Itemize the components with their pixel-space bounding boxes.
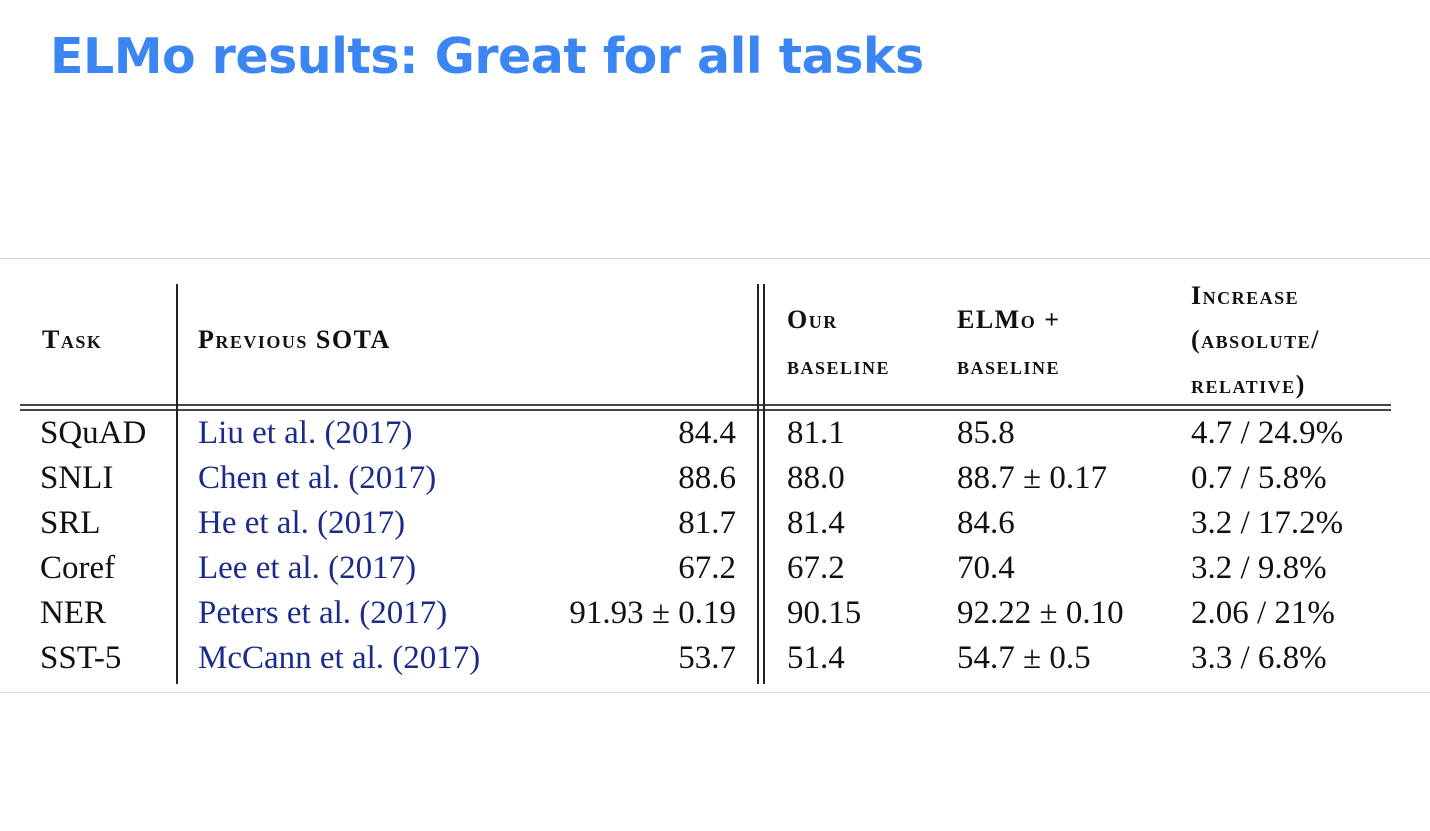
cell-reference[interactable]: McCann et al. (2017) (198, 640, 481, 676)
header-increase-line-1: Increase (1191, 281, 1300, 310)
cell-elmo-baseline: 88.7 ± 0.17 (957, 460, 1108, 496)
cell-task: SQuAD (40, 415, 147, 451)
cell-our-baseline: 88.0 (787, 460, 845, 496)
cell-increase: 4.7 / 24.9% (1191, 415, 1344, 451)
cell-reference[interactable]: Peters et al. (2017) (198, 595, 448, 631)
cell-reference[interactable]: He et al. (2017) (198, 505, 406, 541)
cell-elmo-baseline: 92.22 ± 0.10 (957, 595, 1124, 631)
cell-our-baseline: 51.4 (787, 640, 845, 676)
cell-task: SRL (40, 505, 101, 541)
cell-task: NER (40, 595, 106, 631)
cell-our-baseline: 81.1 (787, 415, 845, 451)
header-rule-top (20, 404, 1391, 406)
column-divider-sota-a (757, 284, 759, 684)
cell-increase: 0.7 / 5.8% (1191, 460, 1327, 496)
cell-our-baseline: 81.4 (787, 505, 845, 541)
header-elmo-baseline-line-2: baseline (957, 351, 1061, 380)
slide-title: ELMo results: Great for all tasks (50, 28, 924, 85)
cell-reference[interactable]: Liu et al. (2017) (198, 415, 413, 451)
cell-elmo-baseline: 54.7 ± 0.5 (957, 640, 1091, 676)
cell-sota-score: 81.7 (678, 505, 736, 541)
cell-reference[interactable]: Chen et al. (2017) (198, 460, 437, 496)
header-task: Task (42, 325, 103, 354)
cell-increase: 3.2 / 17.2% (1191, 505, 1344, 541)
header-our-baseline-line-2: baseline (787, 351, 891, 380)
column-divider-sota-b (763, 284, 765, 684)
cell-reference[interactable]: Lee et al. (2017) (198, 550, 417, 586)
column-divider-task (176, 284, 178, 684)
header-elmo-baseline-line-1: ELMo + (957, 305, 1061, 334)
header-increase-line-3: relative) (1191, 370, 1306, 399)
cell-sota-score: 91.93 ± 0.19 (569, 595, 736, 631)
cell-task: SNLI (40, 460, 114, 496)
cell-task: Coref (40, 550, 116, 586)
header-previous-sota: Previous SOTA (198, 325, 391, 354)
cell-increase: 2.06 / 21% (1191, 595, 1335, 631)
cell-our-baseline: 90.15 (787, 595, 862, 631)
cell-increase: 3.3 / 6.8% (1191, 640, 1327, 676)
cell-task: SST-5 (40, 640, 122, 676)
cell-elmo-baseline: 85.8 (957, 415, 1015, 451)
results-table-panel: Task Previous SOTA Our baseline ELMo + b… (0, 258, 1430, 693)
cell-sota-score: 53.7 (678, 640, 736, 676)
cell-elmo-baseline: 70.4 (957, 550, 1015, 586)
header-our-baseline-line-1: Our (787, 305, 838, 334)
cell-increase: 3.2 / 9.8% (1191, 550, 1327, 586)
cell-sota-score: 88.6 (678, 460, 736, 496)
header-rule-bottom (20, 409, 1391, 411)
cell-sota-score: 67.2 (678, 550, 736, 586)
header-increase-line-2: (absolute/ (1191, 325, 1320, 354)
cell-elmo-baseline: 84.6 (957, 505, 1015, 541)
cell-our-baseline: 67.2 (787, 550, 845, 586)
cell-sota-score: 84.4 (678, 415, 736, 451)
